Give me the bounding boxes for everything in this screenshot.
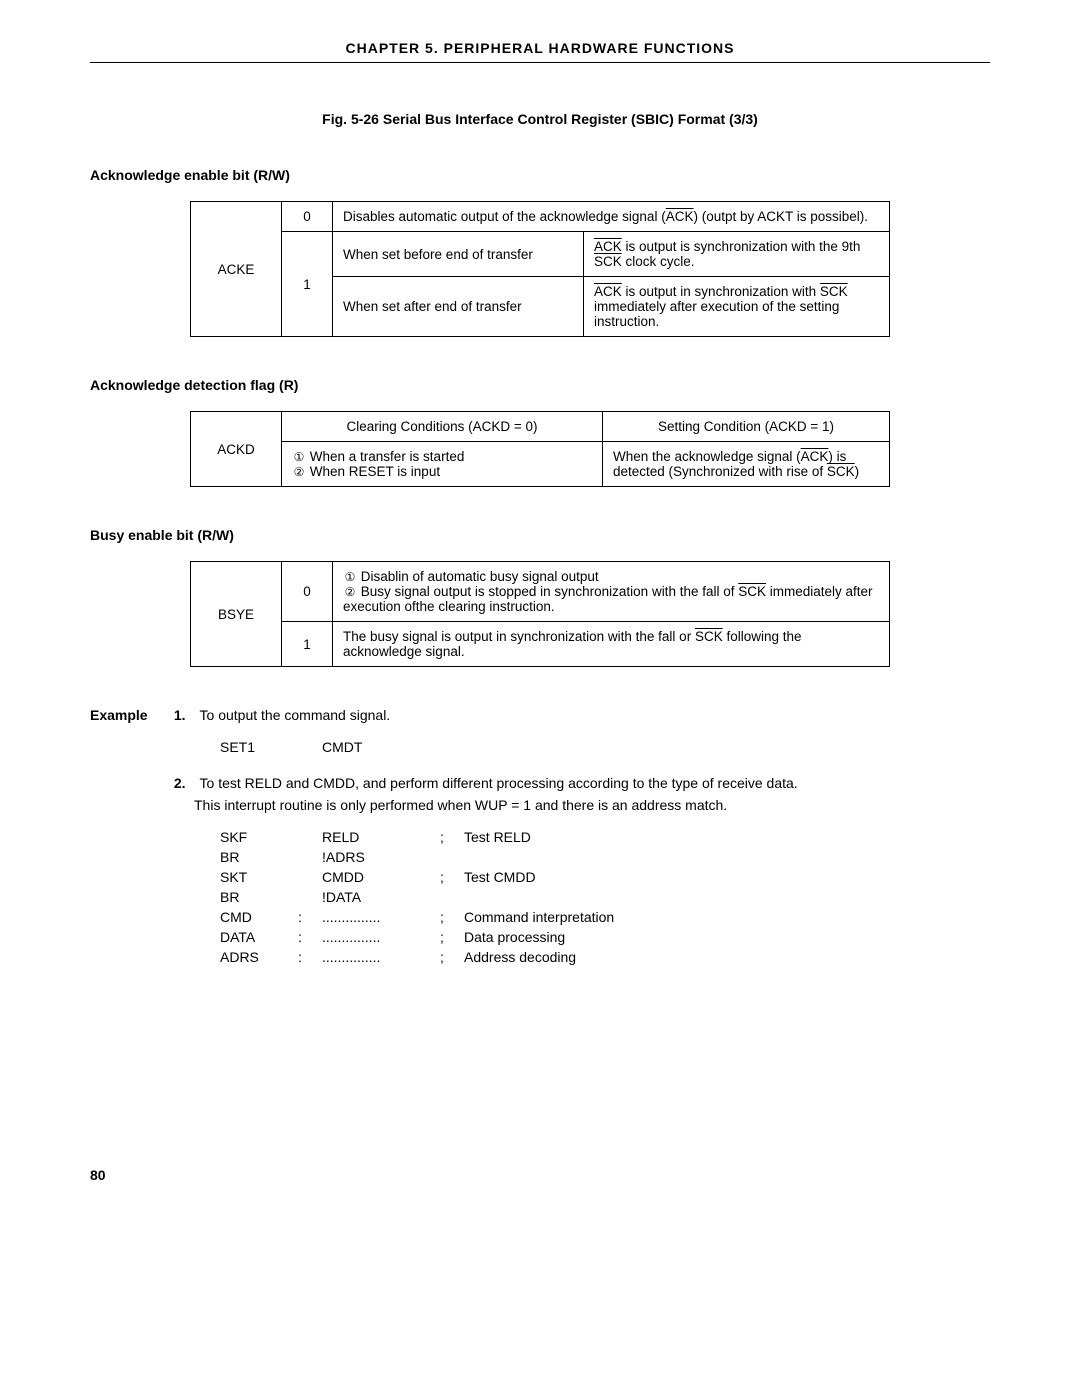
code-colon: : [298, 907, 322, 927]
example-number-2: 2. [174, 775, 196, 791]
code-arg: ............... [322, 907, 440, 927]
circled-one-icon: ① [292, 450, 306, 464]
text: Disables automatic output of the acknowl… [343, 209, 666, 224]
section-heading-bsye: Busy enable bit (R/W) [90, 527, 990, 543]
acke-row1a-left: When set before end of transfer [333, 232, 584, 277]
code-arg: ............... [322, 927, 440, 947]
code-colon: : [298, 927, 322, 947]
bsye-table: BSYE 0 ① Disablin of automatic busy sign… [190, 561, 890, 667]
overline-ack: ACK [666, 209, 694, 224]
text: When RESET is input [310, 464, 440, 479]
example-2-line1: To test RELD and CMDD, and perform diffe… [200, 775, 798, 791]
code-semi: ; [440, 927, 464, 947]
bsye-row1-desc: The busy signal is output in synchroniza… [333, 622, 890, 667]
code-op: SKF [220, 827, 298, 847]
code-comment: Data processing [464, 927, 622, 947]
text: is output is synchronization with the 9t… [622, 239, 861, 254]
text: clock cycle. [622, 254, 695, 269]
code-arg: !ADRS [322, 847, 440, 867]
acke-bitname: ACKE [191, 202, 282, 337]
overline-sck: SCK [695, 629, 723, 644]
code-comment: Command interpretation [464, 907, 622, 927]
code-op: ADRS [220, 947, 298, 967]
example-2-code: SKFRELD;Test RELD BR!ADRS SKTCMDD;Test C… [220, 827, 622, 967]
code-semi: ; [440, 867, 464, 887]
acke-row1b-right: ACK is output in synchronization with SC… [584, 277, 890, 337]
bsye-row1-val: 1 [282, 622, 333, 667]
text: Busy signal output is stopped in synchro… [361, 584, 738, 599]
ackd-table: ACKD Clearing Conditions (ACKD = 0) Sett… [190, 411, 890, 487]
code-row: BR !ADRS [220, 847, 622, 867]
overline-sck: SCK [738, 584, 766, 599]
text: The busy signal is output in synchroniza… [343, 629, 695, 644]
acke-row0-val: 0 [282, 202, 333, 232]
overline-ack: ACK [594, 284, 622, 299]
section-heading-acke: Acknowledge enable bit (R/W) [90, 167, 990, 183]
chapter-header: CHAPTER 5. PERIPHERAL HARDWARE FUNCTIONS [90, 40, 990, 63]
text: ) [855, 464, 860, 479]
text: Disablin of automatic busy signal output [361, 569, 599, 584]
text: When a transfer is started [310, 449, 465, 464]
code-arg: RELD [322, 827, 440, 847]
ackd-hdr-clear: Clearing Conditions (ACKD = 0) [282, 412, 603, 442]
bsye-row0-desc: ① Disablin of automatic busy signal outp… [333, 562, 890, 622]
code-arg: CMDT [322, 737, 440, 757]
example-1-code: SET1 CMDT [220, 737, 440, 757]
ackd-hdr-set: Setting Condition (ACKD = 1) [603, 412, 890, 442]
code-comment: Test CMDD [464, 867, 622, 887]
code-row: ADRS:...............;Address decoding [220, 947, 622, 967]
code-row: SKT CMDD;Test CMDD [220, 867, 622, 887]
code-op: SKT [220, 867, 298, 887]
circled-one-icon: ① [343, 570, 357, 584]
code-row: SKF RELD;Test RELD [220, 827, 622, 847]
code-op: CMD [220, 907, 298, 927]
code-op: SET1 [220, 737, 298, 757]
circled-two-icon: ② [292, 465, 306, 479]
code-arg: ............... [322, 947, 440, 967]
code-arg: !DATA [322, 887, 440, 907]
section-heading-ackd: Acknowledge detection flag (R) [90, 377, 990, 393]
code-arg: CMDD [322, 867, 440, 887]
code-colon: : [298, 947, 322, 967]
example-block: Example 1. To output the command signal.… [90, 707, 990, 967]
overline-sck: SCK [594, 254, 622, 269]
text: is output in synchronization with [622, 284, 820, 299]
code-semi: ; [440, 827, 464, 847]
bsye-row0-val: 0 [282, 562, 333, 622]
text: When the acknowledge signal ( [613, 449, 801, 464]
code-op: DATA [220, 927, 298, 947]
circled-two-icon: ② [343, 585, 357, 599]
text: immediately after execution of the setti… [594, 299, 839, 329]
example-number-1: 1. [174, 707, 196, 723]
code-comment: Test RELD [464, 827, 622, 847]
example-label: Example [90, 707, 170, 723]
page-number: 80 [90, 1167, 990, 1183]
text: ) (outpt by ACKT is possibel). [693, 209, 868, 224]
code-semi: ; [440, 907, 464, 927]
ackd-set-cell: When the acknowledge signal (ACK) is det… [603, 442, 890, 487]
acke-row0-desc: Disables automatic output of the acknowl… [333, 202, 890, 232]
acke-row1a-right: ACK is output is synchronization with th… [584, 232, 890, 277]
code-semi: ; [440, 947, 464, 967]
code-op: BR [220, 847, 298, 867]
ackd-bitname: ACKD [191, 412, 282, 487]
example-1-text: To output the command signal. [200, 707, 391, 723]
example-2-line2: This interrupt routine is only performed… [194, 797, 990, 813]
code-row: DATA:...............;Data processing [220, 927, 622, 947]
ackd-clear-cell: ① When a transfer is started ② When RESE… [282, 442, 603, 487]
code-comment: Address decoding [464, 947, 622, 967]
code-op: BR [220, 887, 298, 907]
figure-caption: Fig. 5-26 Serial Bus Interface Control R… [90, 111, 990, 127]
acke-row1-val: 1 [282, 232, 333, 337]
code-row: BR !DATA [220, 887, 622, 907]
acke-table: ACKE 0 Disables automatic output of the … [190, 201, 890, 337]
overline-ack: ACK [594, 239, 622, 254]
overline-ack: ACK [801, 449, 829, 464]
acke-row1b-left: When set after end of transfer [333, 277, 584, 337]
overline-sck: SCK [827, 464, 855, 479]
bsye-bitname: BSYE [191, 562, 282, 667]
code-row: CMD:...............;Command interpretati… [220, 907, 622, 927]
overline-sck: SCK [820, 284, 848, 299]
